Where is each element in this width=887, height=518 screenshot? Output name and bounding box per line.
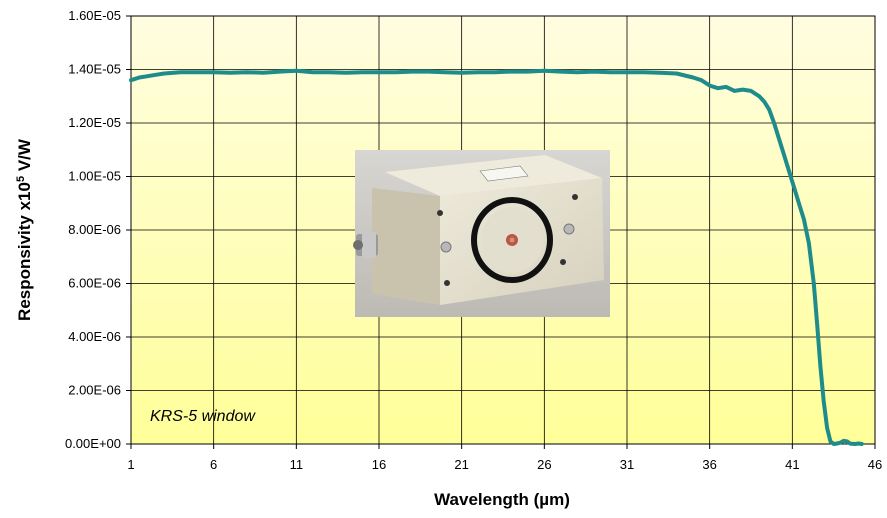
y-axis-title-exponent: 5 <box>15 176 27 182</box>
y-tick-label-1: 2.00E-06 <box>68 383 121 398</box>
y-tick-label-8: 1.60E-05 <box>68 8 121 23</box>
plot-border <box>130 15 876 445</box>
detector-photo <box>353 150 610 317</box>
x-tick-label-5: 26 <box>537 457 551 472</box>
y-tick-label-2: 4.00E-06 <box>68 329 121 344</box>
annotation-krs5-window: KRS-5 window <box>150 408 256 425</box>
y-axis-title-unit: V/W <box>15 138 34 176</box>
x-tick-label-6: 31 <box>620 457 634 472</box>
y-tick-label-7: 1.40E-05 <box>68 62 121 77</box>
y-tick-label-3: 6.00E-06 <box>68 276 121 291</box>
x-tick-label-9: 46 <box>868 457 882 472</box>
y-axis-title: Responsivity x105 V/W <box>15 138 34 321</box>
y-tick-label-6: 1.20E-05 <box>68 115 121 130</box>
x-axis-ticks: 1 6 11 16 21 26 31 36 41 46 <box>127 444 882 472</box>
y-axis-ticks: 0.00E+00 2.00E-06 4.00E-06 6.00E-06 8.00E-06… <box>65 8 131 451</box>
x-tick-label-8: 41 <box>785 457 799 472</box>
x-tick-label-2: 11 <box>290 457 304 472</box>
y-tick-label-0: 0.00E+00 <box>65 436 121 451</box>
y-tick-label-5: 1.00E-05 <box>68 169 121 184</box>
x-tick-label-1: 6 <box>210 457 217 472</box>
y-tick-label-4: 8.00E-06 <box>68 222 121 237</box>
series-layer <box>129 68 864 446</box>
series-line-0 <box>129 68 864 446</box>
x-tick-label-4: 21 <box>454 457 468 472</box>
x-axis-title: Wavelength (µm) <box>434 490 570 509</box>
x-tick-label-3: 16 <box>372 457 386 472</box>
x-tick-label-0: 1 <box>127 457 134 472</box>
y-axis-title-main: Responsivity x10 <box>15 182 34 321</box>
x-tick-label-7: 36 <box>702 457 716 472</box>
